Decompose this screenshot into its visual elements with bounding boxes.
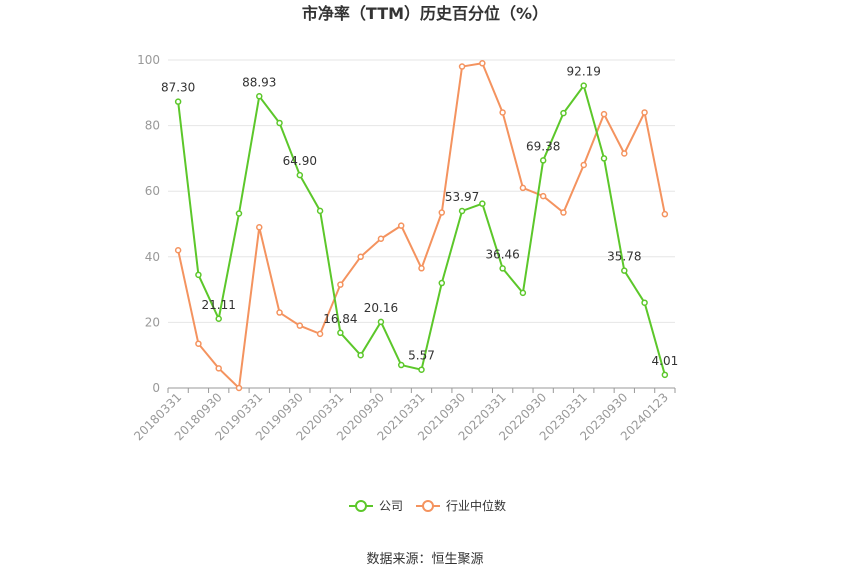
y-tick-label: 0 xyxy=(152,381,160,395)
data-point[interactable] xyxy=(458,207,466,215)
grid xyxy=(168,59,675,323)
data-point[interactable] xyxy=(174,246,182,254)
data-label: 92.19 xyxy=(567,65,601,79)
data-point[interactable] xyxy=(519,289,527,297)
data-point[interactable] xyxy=(661,371,669,379)
legend-swatch-marker xyxy=(422,500,434,512)
data-point[interactable] xyxy=(316,330,324,338)
data-point[interactable] xyxy=(235,210,243,217)
data-label: 87.30 xyxy=(161,81,195,95)
y-tick-label: 40 xyxy=(145,250,160,264)
data-point[interactable] xyxy=(195,271,202,279)
data-point[interactable] xyxy=(174,98,182,105)
data-point[interactable] xyxy=(600,155,608,162)
series-company xyxy=(174,82,669,379)
data-point[interactable] xyxy=(418,265,425,272)
data-point[interactable] xyxy=(641,109,648,116)
data-label: 88.93 xyxy=(242,75,276,89)
data-point[interactable] xyxy=(458,63,466,70)
legend-item-company[interactable]: 公司 xyxy=(349,499,403,513)
data-point[interactable] xyxy=(600,110,608,118)
data-label: 36.46 xyxy=(485,247,519,261)
data-point[interactable] xyxy=(256,93,263,100)
data-point[interactable] xyxy=(539,192,547,200)
data-point[interactable] xyxy=(215,365,222,372)
legend-item-industry-median[interactable]: 行业中位数 xyxy=(416,498,506,513)
source-note: 数据来源：恒生聚源 xyxy=(366,552,483,567)
data-point[interactable] xyxy=(418,366,425,373)
data-point[interactable] xyxy=(499,265,506,272)
data-point[interactable] xyxy=(661,210,669,218)
data-point[interactable] xyxy=(215,315,222,323)
data-point[interactable] xyxy=(580,161,587,169)
data-point[interactable] xyxy=(337,329,344,337)
data-point[interactable] xyxy=(438,209,446,216)
data-point[interactable] xyxy=(560,209,567,216)
data-point[interactable] xyxy=(621,150,628,157)
chart-title: 市净率（TTM）历史百分位（%） xyxy=(302,4,548,23)
data-point[interactable] xyxy=(276,119,283,127)
data-point[interactable] xyxy=(276,309,283,316)
data-point[interactable] xyxy=(256,224,263,231)
data-point[interactable] xyxy=(195,340,202,347)
data-labels: 87.30 21.11 88.93 64.90 16.84 20.16 5.57 53.97 3… xyxy=(161,65,678,368)
data-label: 53.97 xyxy=(445,190,479,204)
data-point[interactable] xyxy=(296,322,304,329)
data-point[interactable] xyxy=(397,361,405,369)
data-label: 21.11 xyxy=(202,298,236,312)
data-point[interactable] xyxy=(641,299,648,306)
data-point[interactable] xyxy=(479,200,486,207)
x-axis: 2018033120180930201903312019093020200331… xyxy=(131,387,676,443)
data-point[interactable] xyxy=(580,82,587,89)
series-line xyxy=(177,83,666,376)
data-point[interactable] xyxy=(377,235,385,243)
data-point[interactable] xyxy=(479,60,486,67)
legend[interactable]: 公司 行业中位数 xyxy=(349,498,506,513)
data-label: 35.78 xyxy=(607,250,641,264)
data-point[interactable] xyxy=(539,157,547,164)
data-label: 64.90 xyxy=(283,154,317,168)
legend-label: 公司 xyxy=(379,499,403,513)
data-point[interactable] xyxy=(438,279,446,287)
data-point[interactable] xyxy=(235,384,243,392)
y-tick-label: 60 xyxy=(145,184,160,198)
data-point[interactable] xyxy=(357,351,364,359)
y-tick-label: 100 xyxy=(137,53,160,67)
data-point[interactable] xyxy=(337,281,344,288)
legend-label: 行业中位数 xyxy=(446,498,506,513)
data-point[interactable] xyxy=(296,171,304,179)
data-point[interactable] xyxy=(316,207,324,215)
data-label: 5.57 xyxy=(408,349,435,363)
data-point[interactable] xyxy=(560,109,567,117)
data-point[interactable] xyxy=(519,184,527,192)
data-label: 4.01 xyxy=(652,354,679,368)
data-label: 20.16 xyxy=(364,301,398,315)
y-tick-label: 80 xyxy=(145,119,160,133)
legend-swatch-marker xyxy=(355,500,367,512)
y-tick-label: 20 xyxy=(145,315,160,329)
data-label: 16.84 xyxy=(323,312,357,326)
data-point[interactable] xyxy=(499,109,506,116)
data-point[interactable] xyxy=(397,222,405,229)
data-point[interactable] xyxy=(377,318,385,326)
series-industry-median xyxy=(174,60,669,392)
data-label: 69.38 xyxy=(526,139,560,153)
series-layer xyxy=(174,60,669,392)
data-point[interactable] xyxy=(621,267,628,274)
y-axis: 0 20 40 60 80 100 xyxy=(137,53,160,395)
data-point[interactable] xyxy=(357,253,364,261)
